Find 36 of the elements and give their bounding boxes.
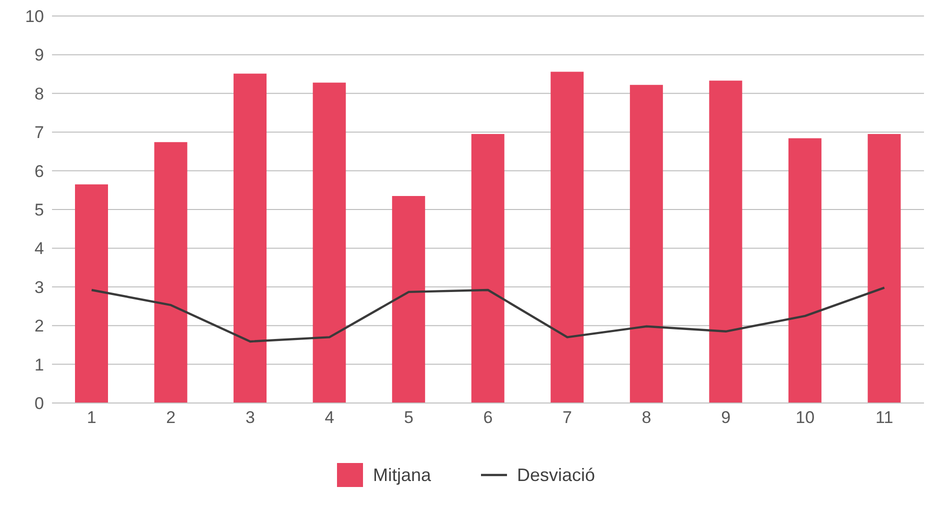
x-tick-label: 2 <box>166 408 176 428</box>
bar <box>312 82 346 403</box>
line-series <box>90 286 886 343</box>
legend-label: Mitjana <box>372 464 431 487</box>
y-tick-label: 8 <box>34 84 44 104</box>
y-tick-label: 10 <box>25 7 44 26</box>
bar <box>75 184 108 403</box>
x-tick-label: 6 <box>483 408 493 428</box>
y-tick-label: 2 <box>34 316 44 336</box>
x-tick-label: 10 <box>796 408 815 428</box>
x-tick-label: 9 <box>721 408 731 428</box>
bar <box>392 196 426 403</box>
bar <box>868 134 901 403</box>
x-tick-label: 11 <box>876 408 894 428</box>
x-tick-label: 3 <box>245 408 255 428</box>
y-tick-label: 5 <box>34 200 44 220</box>
x-tick-label: 4 <box>324 408 334 428</box>
y-tick-label: 0 <box>34 394 44 414</box>
bar <box>234 74 267 403</box>
x-tick-label: 1 <box>86 408 96 428</box>
legend-label: Desviació <box>516 464 596 486</box>
bar <box>709 80 742 403</box>
bar <box>550 72 584 403</box>
bar <box>788 138 822 403</box>
bar <box>154 142 188 403</box>
bar <box>630 84 663 403</box>
x-tick-label: 5 <box>404 408 414 428</box>
bar <box>471 134 504 403</box>
x-tick-label: 7 <box>562 408 572 428</box>
y-tick-label: 7 <box>34 123 44 142</box>
y-tick-label: 3 <box>34 278 44 297</box>
y-tick-label: 9 <box>34 46 44 65</box>
y-tick-label: 1 <box>34 355 44 374</box>
x-tick-label: 8 <box>642 408 652 428</box>
y-tick-label: 4 <box>34 239 44 258</box>
y-tick-label: 6 <box>34 162 44 181</box>
